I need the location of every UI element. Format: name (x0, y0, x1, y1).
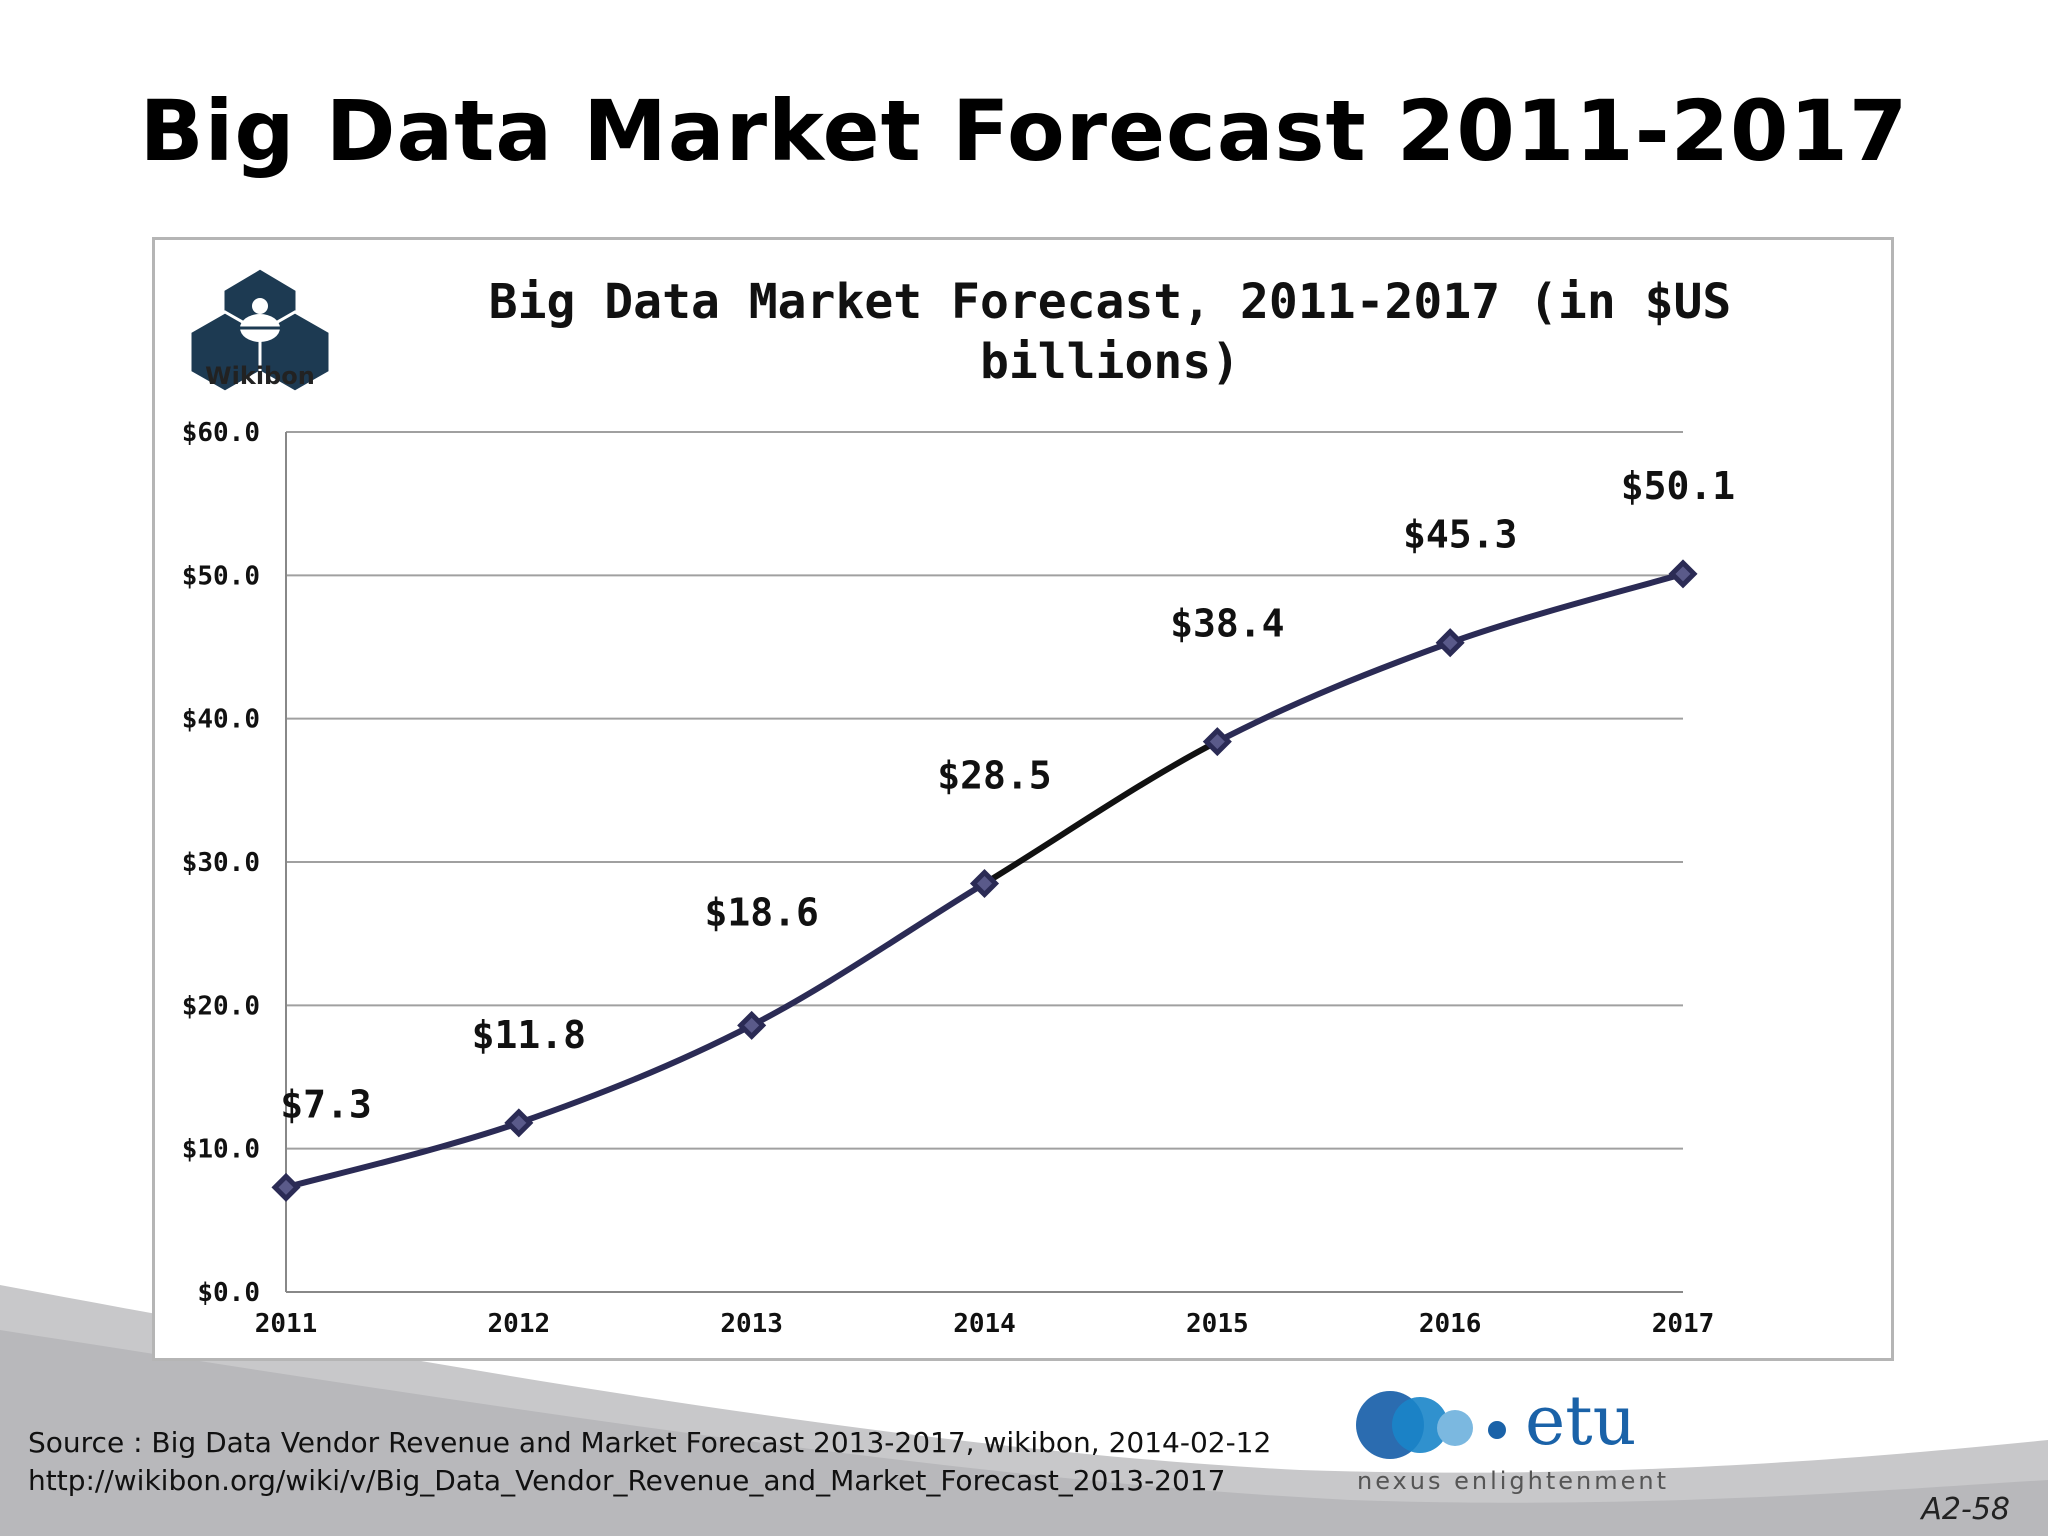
etu-tagline: nexus enlightenment (1357, 1467, 1670, 1495)
etu-logo-text: etu (1525, 1382, 1637, 1461)
data-label: $38.4 (1170, 602, 1284, 646)
x-tick-label: 2017 (1652, 1309, 1715, 1339)
data-label: $7.3 (280, 1082, 372, 1126)
y-tick-label: $30.0 (182, 848, 260, 878)
x-tick-label: 2014 (953, 1309, 1016, 1339)
source-line-2: http://wikibon.org/wiki/v/Big_Data_Vendo… (28, 1464, 1226, 1497)
x-tick-label: 2013 (720, 1309, 783, 1339)
x-tick-label: 2012 (488, 1309, 551, 1339)
data-label: $18.6 (704, 890, 818, 934)
y-tick-label: $10.0 (182, 1135, 260, 1165)
data-label: $50.1 (1621, 464, 1735, 508)
series-line-segment (981, 738, 1221, 887)
y-tick-label: $40.0 (182, 705, 260, 735)
data-point-marker (504, 1108, 534, 1138)
series-line-segment (1214, 639, 1454, 745)
source-citation: Source : Big Data Vendor Revenue and Mar… (28, 1424, 1271, 1500)
x-tick-label: 2016 (1419, 1309, 1482, 1339)
etu-logo-icon (1356, 1391, 1506, 1459)
series-line-segment (748, 880, 988, 1029)
slide-number: A2-58 (1921, 1492, 2010, 1527)
data-point-marker (1668, 559, 1698, 589)
data-point-marker (271, 1172, 301, 1202)
chart-title: Big Data Market Forecast, 2011-2017 (in … (485, 272, 1735, 392)
data-label: $28.5 (937, 754, 1051, 798)
y-tick-label: $60.0 (182, 418, 260, 448)
wikibon-logo-icon (188, 266, 332, 394)
y-tick-label: $50.0 (182, 561, 260, 591)
series-line-segment (283, 1119, 522, 1191)
chart-title-line2: billions) (979, 334, 1241, 390)
series-line-segment (515, 1022, 755, 1126)
y-tick-label: $20.0 (182, 991, 260, 1021)
slide-title: Big Data Market Forecast 2011-2017 (139, 82, 1909, 180)
line-chart: $0.0 $10.0 $20.0 $30.0 $40.0 $50.0 $60.0 2011 20… (182, 418, 1735, 1339)
data-point-marker (1435, 628, 1465, 658)
data-label: $45.3 (1403, 513, 1517, 557)
chart-title-line1: Big Data Market Forecast, 2011-2017 (in … (488, 274, 1732, 330)
chart-frame: Wikibon Big Data Market Forecast, 2011-2… (152, 237, 1894, 1361)
data-point-marker (1202, 727, 1232, 757)
series-line-segment (1447, 570, 1686, 646)
x-tick-label: 2015 (1186, 1309, 1249, 1339)
data-label: $11.8 (472, 1013, 586, 1057)
data-point-marker (969, 868, 1000, 899)
data-point-marker (737, 1010, 767, 1040)
x-tick-label: 2011 (255, 1309, 318, 1339)
source-line-1: Source : Big Data Vendor Revenue and Mar… (28, 1426, 1272, 1459)
y-tick-label: $0.0 (197, 1278, 260, 1308)
wikibon-logo-text: Wikibon (205, 362, 315, 390)
